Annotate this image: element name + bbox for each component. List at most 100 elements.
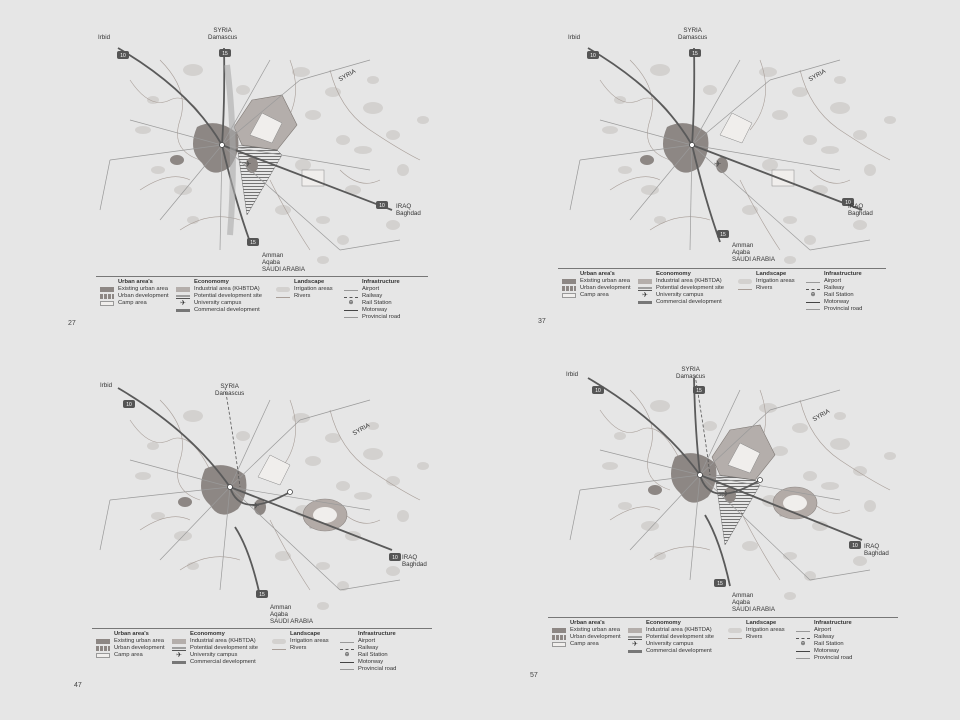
river xyxy=(799,69,891,161)
road-shield-icon xyxy=(389,553,401,561)
swatch-camp xyxy=(96,653,110,658)
provincial-road xyxy=(599,449,701,476)
irrigation-area xyxy=(354,146,372,154)
river xyxy=(629,59,671,161)
irrigation-area xyxy=(354,492,372,500)
irrigation-area xyxy=(742,541,758,551)
irrigation-area xyxy=(292,67,310,77)
label-irbid: Irbid xyxy=(568,34,581,41)
irrigation-area xyxy=(316,562,330,570)
motorway xyxy=(704,514,731,587)
provincial-road xyxy=(569,489,581,541)
map-legend: Urban area's Existing urban area Urban d… xyxy=(96,276,428,336)
river xyxy=(129,419,211,471)
legend-urban: Urban area's Existing urban area Urban d… xyxy=(562,271,631,299)
motorway xyxy=(221,144,393,211)
road-shield-icon xyxy=(842,198,854,206)
motorways xyxy=(117,47,393,243)
university-icon: ✈ xyxy=(176,652,182,659)
river xyxy=(649,216,711,231)
swatch-irrigation xyxy=(728,628,742,633)
legend-item: Provincial road xyxy=(806,306,863,312)
provincial-road xyxy=(599,119,693,146)
swatch-urban-development xyxy=(562,286,576,291)
legend-item: Commercial development xyxy=(176,307,262,314)
road-shield-icon xyxy=(849,541,861,549)
swatch-industrial xyxy=(628,628,642,633)
potential-development-site xyxy=(236,144,283,216)
irrigation-area xyxy=(325,433,341,443)
legend-item: Existing urban area xyxy=(562,278,631,285)
irrigation-area xyxy=(602,126,618,134)
swatch-urban-development xyxy=(552,635,566,640)
swatch-motorway xyxy=(796,650,810,653)
map-legend: Urban area's Existing urban area Urban d… xyxy=(558,268,886,328)
legend-item: Existing urban area xyxy=(100,286,169,293)
irrigation-area xyxy=(336,135,350,145)
provincial-road xyxy=(689,474,701,581)
river xyxy=(599,409,681,461)
swatch-irrigation xyxy=(738,279,752,284)
provincial-road xyxy=(629,474,701,551)
camp-area xyxy=(257,454,291,486)
legend-item: Provincial road xyxy=(796,655,853,661)
river xyxy=(179,216,241,231)
landscape-blobs xyxy=(602,400,896,600)
rail-station-icon xyxy=(219,142,225,148)
provincial-road xyxy=(569,159,581,211)
swatch-commercial xyxy=(628,650,642,653)
irrigation-area xyxy=(345,185,361,195)
legend-item: Airport xyxy=(344,286,400,293)
irrigation-area xyxy=(742,205,758,215)
irrigation-area xyxy=(654,216,666,224)
irrigation-area xyxy=(618,502,632,510)
road-shield-icon xyxy=(592,386,604,394)
irrigation-area xyxy=(853,220,867,230)
rail-station-icon xyxy=(287,489,293,495)
irrigation-area xyxy=(641,185,659,195)
river xyxy=(129,79,211,131)
regional-map: 10 15 10 15 ✈ xyxy=(99,47,429,264)
irrigation-area xyxy=(884,116,896,124)
irrigation-area xyxy=(305,456,321,466)
swatch-potential-site xyxy=(638,286,652,291)
irrigation-area xyxy=(784,592,796,600)
irrigation-area xyxy=(884,452,896,460)
swatch-camp xyxy=(562,293,576,298)
provincial-road xyxy=(229,399,271,488)
irrigation-area xyxy=(135,126,151,134)
provincial-road xyxy=(699,389,741,476)
irrigation-area xyxy=(135,472,151,480)
provincial-road xyxy=(221,144,341,251)
river xyxy=(609,176,661,191)
legend-item: ⊕ Rail Station xyxy=(806,292,862,299)
legend-urban-title: Urban area's xyxy=(580,271,615,277)
irrigation-area xyxy=(337,235,349,245)
irrigation-area xyxy=(316,216,330,224)
irrigation-area xyxy=(187,562,199,570)
legend-item: Potential development site xyxy=(176,293,262,300)
label-amman: Amman Aqaba SAUDI ARABIA xyxy=(270,604,313,625)
label-amman: Amman Aqaba SAUDI ARABIA xyxy=(262,252,305,273)
legend-infrastructure: Infrastructure Airport Railway ⊕ Rail Sta… xyxy=(340,631,396,673)
legend-item: Motorway xyxy=(340,659,396,666)
irrigation-area xyxy=(772,446,788,456)
swatch-existing-urban xyxy=(562,279,576,284)
swatch-provincial-road xyxy=(340,669,354,670)
river xyxy=(279,399,296,471)
legend-item: Existing urban area xyxy=(96,638,165,645)
label-amman: Amman Aqaba SAUDI ARABIA xyxy=(732,592,775,613)
map-symbols: 10 15 10 15 ✈ xyxy=(587,49,854,238)
swatch-industrial xyxy=(638,279,652,284)
irrigation-area xyxy=(417,116,429,124)
panel-27: 10 15 10 15 ✈ Irbid SYRIA Damascus SYRIA IRAQ… xyxy=(40,20,460,350)
legend-economy-title: Economomy xyxy=(194,279,229,285)
provincial-road xyxy=(339,579,401,591)
river xyxy=(329,69,421,161)
provincial-road xyxy=(219,144,223,251)
legend-item: ✈ University campus xyxy=(628,641,714,648)
legend-item: Rivers xyxy=(276,293,333,300)
provincial-road xyxy=(579,474,701,491)
railway-line xyxy=(224,386,241,488)
irrigation-area xyxy=(275,551,291,561)
